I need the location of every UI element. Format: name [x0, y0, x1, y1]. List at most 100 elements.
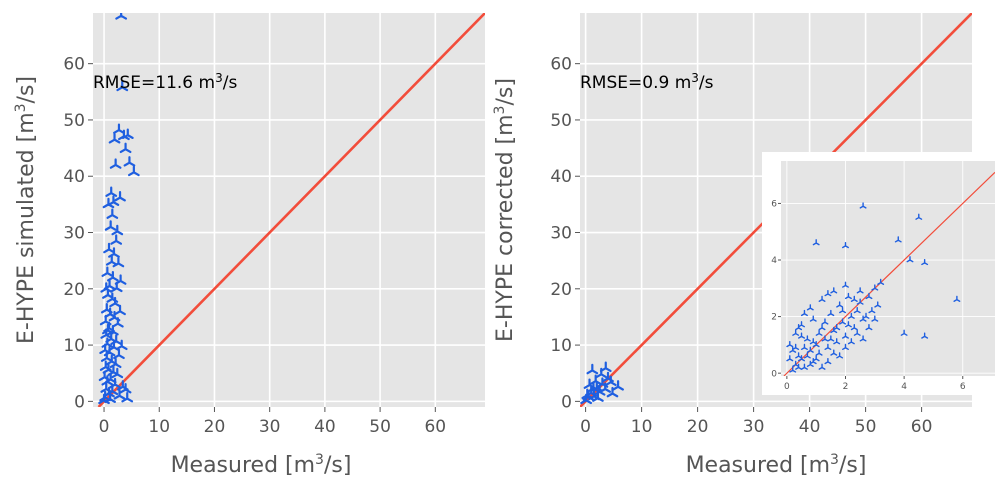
x-tick-label: 10 [631, 417, 653, 437]
data-point [818, 295, 826, 302]
data-point [116, 80, 129, 92]
x-tick-label: 20 [687, 417, 709, 437]
x-tick-labels: 0 10 20 30 40 50 60 [580, 407, 932, 437]
data-point [921, 332, 929, 339]
data-point [792, 329, 800, 336]
data-point [850, 324, 858, 331]
y-tick-label: 20 [63, 280, 85, 300]
data-point [853, 329, 861, 336]
data-point [842, 281, 849, 288]
y-tick-label: 50 [550, 111, 572, 131]
data-point [859, 335, 867, 342]
data-point [833, 338, 841, 345]
x-tick-label: 2 [843, 382, 849, 392]
data-point [812, 355, 820, 362]
data-point [871, 315, 879, 322]
data-point [786, 355, 794, 362]
data-points [580, 361, 624, 405]
data-point [798, 332, 805, 339]
data-point [859, 202, 867, 209]
data-point [921, 258, 929, 266]
inset-scatter-plot: 0 2 4 6 0 2 4 6 [762, 152, 995, 395]
data-point [105, 186, 118, 197]
data-point [856, 298, 864, 305]
data-point [850, 295, 858, 302]
data-point [827, 335, 835, 342]
data-point [114, 304, 126, 316]
data-point [587, 381, 600, 393]
x-tick-label: 60 [424, 417, 446, 437]
data-point [612, 380, 624, 391]
y-tick-label: 40 [63, 167, 85, 187]
gridlines [781, 161, 995, 376]
data-point [114, 191, 126, 202]
data-point [874, 301, 882, 308]
plot-area [781, 161, 995, 376]
y-tick-label: 60 [63, 55, 85, 75]
data-point [842, 343, 849, 351]
data-point [795, 363, 803, 370]
data-point [108, 133, 121, 144]
data-point [800, 309, 808, 317]
x-axis-label: Measured [m3/s] [686, 452, 867, 478]
data-point [868, 307, 876, 314]
y-tick-label: 4 [771, 256, 777, 266]
x-tick-label: 40 [314, 417, 336, 437]
data-point [809, 338, 817, 345]
data-point [119, 382, 132, 394]
data-point [830, 287, 838, 294]
data-point [833, 324, 841, 331]
data-point [844, 321, 852, 328]
data-point [606, 386, 619, 398]
data-point [818, 363, 826, 370]
data-point [121, 391, 134, 403]
data-point [827, 309, 835, 317]
data-point [812, 239, 820, 246]
y-axis-label: E-HYPE simulated [m3/s] [13, 76, 39, 344]
one-to-one-line [97, 13, 485, 407]
x-tick-label: 50 [855, 417, 877, 437]
data-point [906, 256, 914, 263]
x-tick-label: 6 [960, 382, 966, 392]
data-point [862, 312, 870, 319]
x-tick-label: 10 [148, 417, 170, 437]
data-point [865, 324, 873, 331]
data-point [123, 156, 136, 167]
x-tick-labels: 0 2 4 6 [784, 376, 966, 392]
data-point [953, 295, 961, 302]
data-point [792, 343, 800, 351]
y-tick-label: 30 [63, 223, 85, 243]
data-point [111, 367, 124, 379]
y-tick-label: 10 [550, 336, 572, 356]
left-scatter-plot: 0 10 20 30 40 50 60 0 10 20 30 40 50 60 RMSE=11.6 m3… [13, 13, 485, 478]
data-point [104, 220, 117, 231]
data-point [100, 282, 113, 293]
data-point [114, 274, 127, 285]
data-point [865, 292, 873, 300]
y-tick-label: 2 [771, 313, 777, 323]
x-tick-label: 4 [901, 382, 907, 392]
data-point [800, 363, 808, 370]
x-tick-labels: 0 10 20 30 40 50 60 [99, 407, 446, 437]
data-point [856, 287, 864, 294]
x-tick-label: 40 [799, 417, 821, 437]
data-points [98, 13, 140, 405]
data-point [806, 304, 814, 311]
data-point [101, 375, 114, 386]
data-point [871, 284, 879, 291]
data-point [842, 241, 849, 249]
y-tick-label: 50 [63, 111, 85, 131]
x-tick-label: 20 [204, 417, 226, 437]
one-to-one-line [783, 171, 995, 376]
data-point [847, 338, 855, 345]
data-point [806, 360, 814, 367]
data-point [119, 142, 132, 154]
data-point [113, 348, 125, 360]
data-point [102, 323, 114, 335]
data-point [824, 357, 832, 365]
data-point [795, 324, 803, 331]
y-tick-label: 30 [550, 223, 572, 243]
x-tick-label: 60 [911, 417, 933, 437]
data-point [824, 290, 832, 297]
data-point [815, 349, 823, 356]
